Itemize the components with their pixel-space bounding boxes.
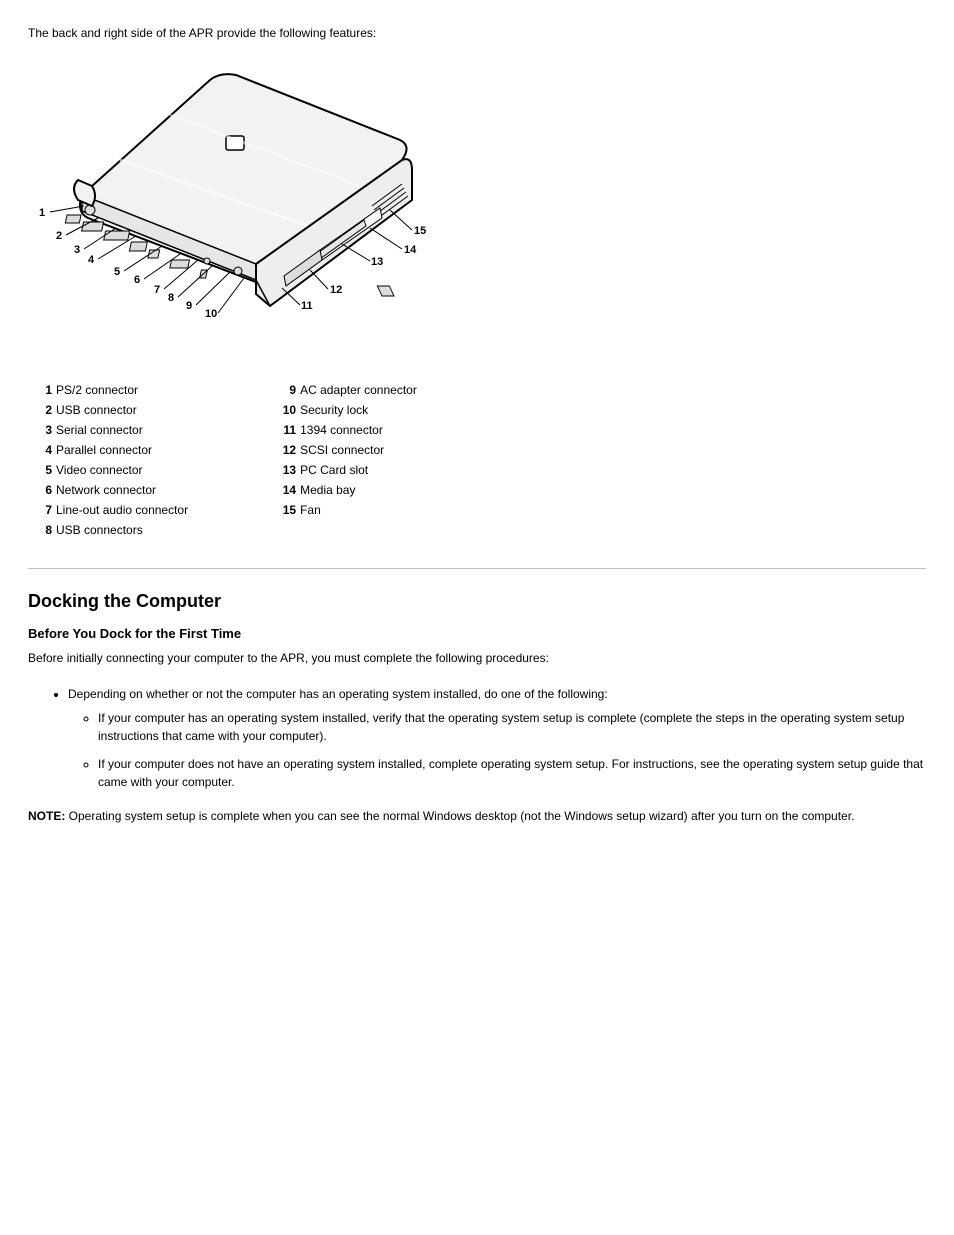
legend-label: PS/2 connector: [56, 380, 206, 400]
callout-number: 6: [134, 274, 140, 286]
legend-num: 15: [272, 500, 300, 520]
legend-num: 8: [28, 520, 56, 540]
legend-label: Network connector: [56, 480, 206, 500]
legend-label: USB connectors: [56, 520, 206, 540]
callout-number: 15: [414, 225, 426, 237]
legend-label: Security lock: [300, 400, 435, 420]
section-divider: [28, 568, 926, 569]
legend-num: 1: [28, 380, 56, 400]
legend-num: 9: [272, 380, 300, 400]
legend-tbody: 1PS/2 connector9AC adapter connector2USB…: [28, 380, 435, 540]
legend-label: AC adapter connector: [300, 380, 435, 400]
legend-num: 6: [28, 480, 56, 500]
before-dock-subtitle: Before You Dock for the First Time: [28, 626, 926, 641]
callout-number: 8: [168, 292, 174, 304]
legend-num: 12: [272, 440, 300, 460]
procedure-list-level1: Depending on whether or not the computer…: [28, 685, 926, 703]
legend-num: 3: [28, 420, 56, 440]
callout-number: 13: [371, 256, 383, 268]
before-dock-intro: Before initially connecting your compute…: [28, 649, 908, 667]
page: The back and right side of the APR provi…: [0, 0, 954, 1235]
legend-num: 5: [28, 460, 56, 480]
table-row: 5Video connector 13PC Card slot: [28, 460, 435, 480]
list-item: If your computer has an operating system…: [98, 709, 926, 745]
procedure-list-level2: If your computer has an operating system…: [28, 709, 926, 791]
spacer: [206, 400, 272, 420]
legend-table: 1PS/2 connector9AC adapter connector2USB…: [28, 380, 435, 540]
callout-number: 2: [56, 230, 62, 242]
legend-num: 10: [272, 400, 300, 420]
legend-label: [300, 520, 435, 540]
table-row: 1PS/2 connector 9AC adapter connector: [28, 380, 435, 400]
spacer: [206, 440, 272, 460]
callout-number: 3: [74, 244, 80, 256]
callout-number: 7: [154, 284, 160, 296]
table-row: 8USB connectors: [28, 520, 435, 540]
figure-container: 123456789101514131211: [28, 60, 926, 360]
callout-number: 12: [330, 284, 342, 296]
callout-number: 1: [39, 207, 45, 219]
note-label: NOTE:: [28, 809, 65, 823]
spacer: [206, 520, 272, 540]
callout-number: 5: [114, 266, 120, 278]
spacer: [206, 420, 272, 440]
legend-label: Video connector: [56, 460, 206, 480]
legend-num: 2: [28, 400, 56, 420]
legend-num: [272, 520, 300, 540]
legend-label: Line-out audio connector: [56, 500, 206, 520]
legend-label: 1394 connector: [300, 420, 435, 440]
legend-table-wrap: 1PS/2 connector9AC adapter connector2USB…: [28, 380, 926, 540]
callout-number: 9: [186, 300, 192, 312]
laptop-rear-diagram: 123456789101514131211: [20, 60, 440, 360]
legend-num: 11: [272, 420, 300, 440]
table-row: 6Network connector 14Media bay: [28, 480, 435, 500]
laptop-illustration: [20, 60, 440, 360]
legend-label: Parallel connector: [56, 440, 206, 460]
list-item: Depending on whether or not the computer…: [68, 685, 926, 703]
legend-num: 14: [272, 480, 300, 500]
legend-label: Serial connector: [56, 420, 206, 440]
section-title: Docking the Computer: [28, 591, 926, 612]
spacer: [206, 380, 272, 400]
intro-paragraph: The back and right side of the APR provi…: [28, 24, 908, 42]
legend-label: PC Card slot: [300, 460, 435, 480]
note-paragraph: NOTE: Operating system setup is complete…: [28, 807, 908, 825]
legend-label: USB connector: [56, 400, 206, 420]
legend-num: 4: [28, 440, 56, 460]
note-text: Operating system setup is complete when …: [65, 809, 854, 823]
legend-label: SCSI connector: [300, 440, 435, 460]
legend-label: Fan: [300, 500, 435, 520]
spacer: [206, 480, 272, 500]
spacer: [206, 460, 272, 480]
spacer: [206, 500, 272, 520]
table-row: 2USB connector 10Security lock: [28, 400, 435, 420]
legend-num: 7: [28, 500, 56, 520]
table-row: 4Parallel connector 12SCSI connector: [28, 440, 435, 460]
callout-number: 14: [404, 244, 416, 256]
table-row: 7Line-out audio connector 15Fan: [28, 500, 435, 520]
table-row: 3Serial connector 111394 connector: [28, 420, 435, 440]
list-item: If your computer does not have an operat…: [98, 755, 926, 791]
legend-num: 13: [272, 460, 300, 480]
callout-number: 10: [205, 308, 217, 320]
callout-number: 11: [301, 300, 313, 312]
callout-number: 4: [88, 254, 94, 266]
legend-label: Media bay: [300, 480, 435, 500]
